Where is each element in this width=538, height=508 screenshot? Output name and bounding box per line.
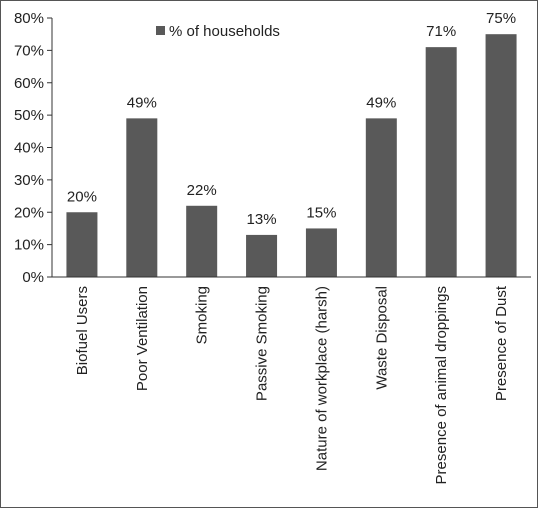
y-tick-label: 50%	[14, 107, 44, 124]
data-label: 15%	[306, 204, 336, 221]
bar	[246, 234, 278, 277]
data-label: 22%	[187, 182, 217, 199]
bar	[365, 118, 397, 277]
bars	[66, 34, 517, 278]
y-tick-label: 0%	[22, 269, 44, 286]
y-tick-label: 40%	[14, 140, 44, 157]
data-label: 20%	[67, 188, 97, 205]
y-tick-label: 80%	[14, 10, 44, 27]
bar	[485, 34, 517, 277]
y-tick-label: 70%	[14, 42, 44, 59]
y-tick-label: 30%	[14, 172, 44, 189]
bar	[305, 228, 337, 277]
y-tick-label: 10%	[14, 237, 44, 254]
bar	[66, 212, 98, 277]
bar	[425, 47, 457, 278]
y-tick-label: 20%	[14, 204, 44, 221]
data-label: 49%	[366, 94, 396, 111]
x-tick-label: Waste Disposal	[373, 286, 390, 390]
bar	[186, 205, 218, 277]
x-tick-label: Poor Ventilation	[134, 286, 151, 391]
data-label: 49%	[127, 94, 157, 111]
legend-swatch	[156, 26, 165, 35]
x-axis: Biofuel Users Poor Ventilation Smoking Pass…	[52, 276, 531, 484]
bar	[126, 118, 158, 277]
x-tick-label: Passive Smoking	[254, 286, 271, 401]
data-label: 13%	[247, 211, 277, 228]
legend-label: % of households	[169, 23, 280, 40]
legend: % of households	[156, 23, 280, 40]
x-tick-label: Presence of Dust	[493, 285, 510, 401]
y-tick-label: 60%	[14, 75, 44, 92]
x-tick-label: Presence of animal droppings	[433, 286, 450, 484]
data-labels: 20% 49% 22% 13% 15% 49% 71% 75%	[67, 10, 516, 228]
x-tick-label: Smoking	[194, 286, 211, 344]
data-label: 71%	[426, 23, 456, 40]
x-tick-label: Biofuel Users	[74, 286, 91, 375]
x-tick-label: Nature of workplace (harsh)	[313, 286, 330, 471]
y-axis: 0% 10% 20% 30% 40% 50% 60% 70% 80%	[14, 10, 53, 286]
data-label: 75%	[486, 10, 516, 27]
